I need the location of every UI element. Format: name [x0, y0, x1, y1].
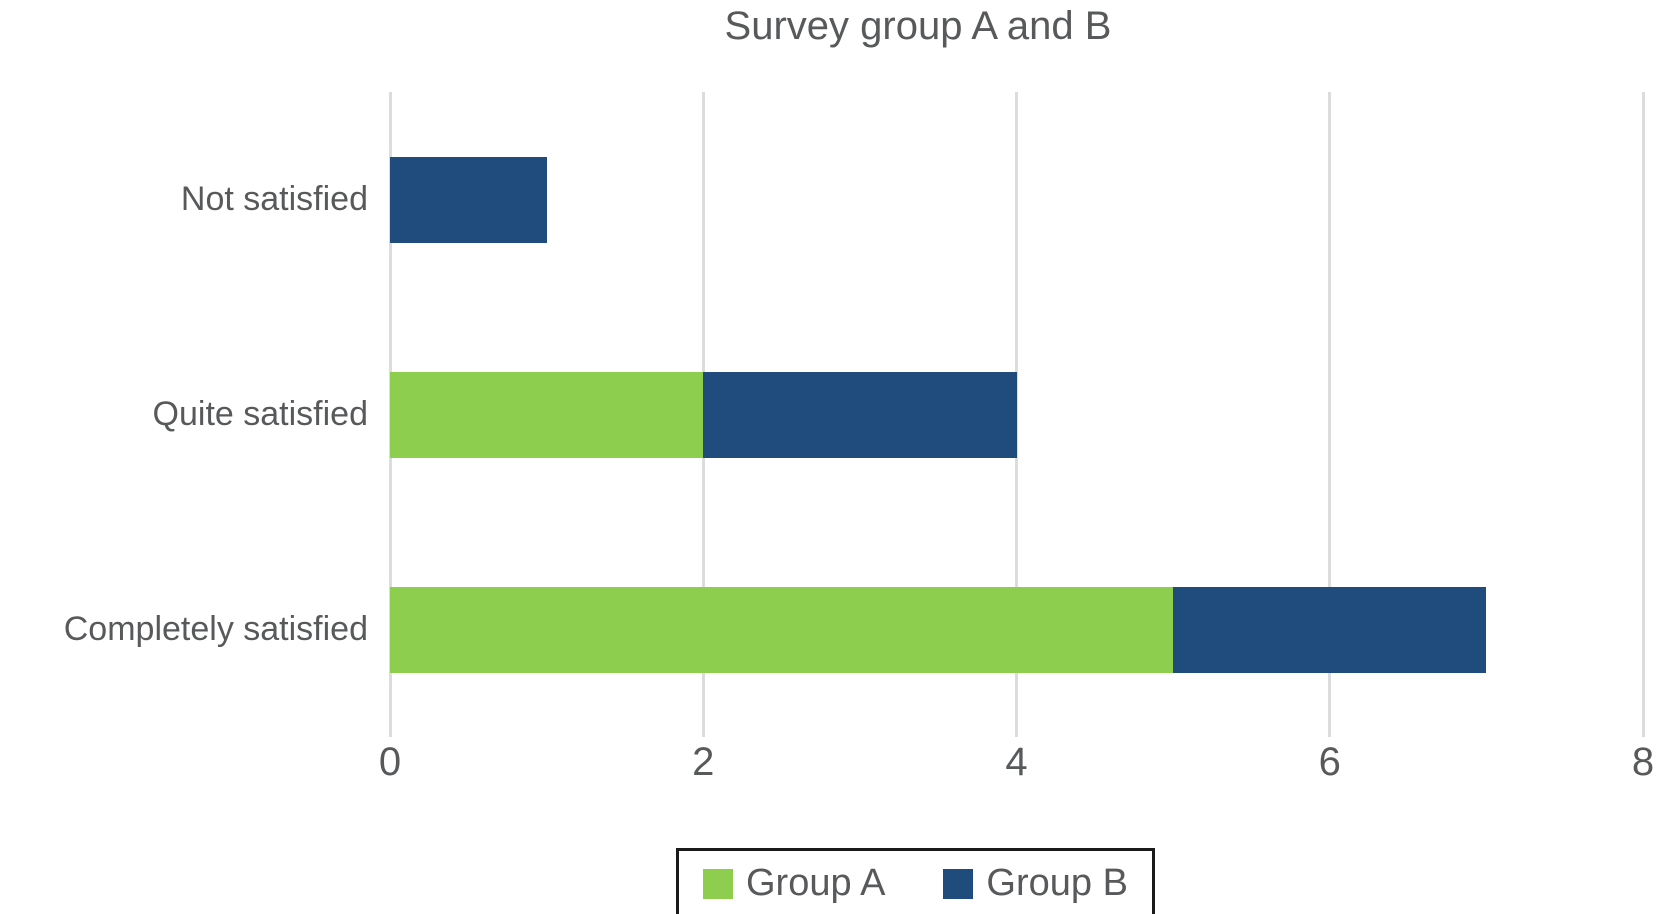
legend-item: Group B	[943, 862, 1128, 905]
x-tick-label: 2	[692, 740, 715, 784]
legend-label: Group B	[986, 862, 1128, 904]
bar-segment-group-a	[390, 586, 1174, 673]
x-tick-label: 0	[378, 740, 402, 784]
x-tick-label: 8	[1631, 740, 1655, 784]
bar-segment-group-b	[390, 156, 547, 243]
gridline	[1015, 92, 1018, 737]
bar-segment-group-b	[703, 371, 1017, 458]
chart-title: Survey group A and B	[724, 4, 1112, 48]
x-tick-label: 6	[1318, 740, 1341, 784]
plot-area	[388, 92, 1645, 737]
category-label: Quite satisfied	[152, 395, 368, 433]
x-tick-label: 4	[1005, 740, 1028, 784]
legend-item: Group A	[703, 862, 885, 905]
bar-segment-group-a	[390, 371, 704, 458]
legend-label: Group A	[746, 862, 886, 904]
gridline	[1328, 92, 1332, 737]
legend-swatch	[703, 868, 733, 899]
bar-segment-group-b	[1173, 586, 1487, 673]
gridline	[1641, 92, 1645, 737]
legend-swatch	[943, 868, 974, 899]
category-label: Completely satisfied	[63, 610, 368, 648]
legend: Group A Group B	[676, 848, 1155, 914]
category-label: Not satisfied	[180, 180, 368, 218]
